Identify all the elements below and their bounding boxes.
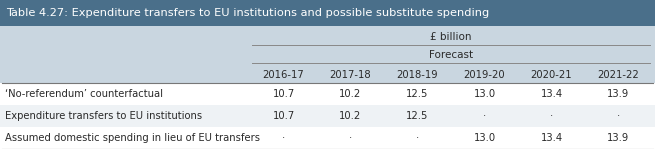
Text: ·: · — [483, 111, 486, 121]
Text: Forecast: Forecast — [429, 50, 473, 60]
Text: ·: · — [416, 133, 419, 143]
Text: 2016-17: 2016-17 — [263, 70, 305, 80]
Text: 10.2: 10.2 — [339, 89, 362, 99]
Bar — [0, 105, 655, 127]
Text: ‘No-referendum’ counterfactual: ‘No-referendum’ counterfactual — [5, 89, 163, 99]
Text: 13.9: 13.9 — [607, 133, 629, 143]
Text: Table 4.27: Expenditure transfers to EU institutions and possible substitute spe: Table 4.27: Expenditure transfers to EU … — [6, 8, 489, 18]
Text: 13.0: 13.0 — [474, 89, 496, 99]
Bar — [0, 0, 655, 26]
Bar — [0, 127, 655, 149]
Text: 10.7: 10.7 — [272, 89, 295, 99]
Text: 13.4: 13.4 — [540, 89, 563, 99]
Text: 13.0: 13.0 — [474, 133, 496, 143]
Bar — [0, 83, 655, 105]
Text: ·: · — [617, 111, 620, 121]
Text: 13.4: 13.4 — [540, 133, 563, 143]
Text: Expenditure transfers to EU institutions: Expenditure transfers to EU institutions — [5, 111, 202, 121]
Text: 10.7: 10.7 — [272, 111, 295, 121]
Text: 2018-19: 2018-19 — [397, 70, 438, 80]
Text: ·: · — [282, 133, 285, 143]
Text: 12.5: 12.5 — [406, 111, 428, 121]
Text: 2020-21: 2020-21 — [531, 70, 572, 80]
Text: 2017-18: 2017-18 — [329, 70, 371, 80]
Text: 12.5: 12.5 — [406, 89, 428, 99]
Text: 2021-22: 2021-22 — [597, 70, 639, 80]
Text: ·: · — [349, 133, 352, 143]
Text: Assumed domestic spending in lieu of EU transfers: Assumed domestic spending in lieu of EU … — [5, 133, 260, 143]
Text: £ billion: £ billion — [430, 32, 472, 42]
Bar — [0, 26, 655, 83]
Text: 2019-20: 2019-20 — [464, 70, 505, 80]
Text: 13.9: 13.9 — [607, 89, 629, 99]
Text: 10.2: 10.2 — [339, 111, 362, 121]
Text: ·: · — [550, 111, 553, 121]
